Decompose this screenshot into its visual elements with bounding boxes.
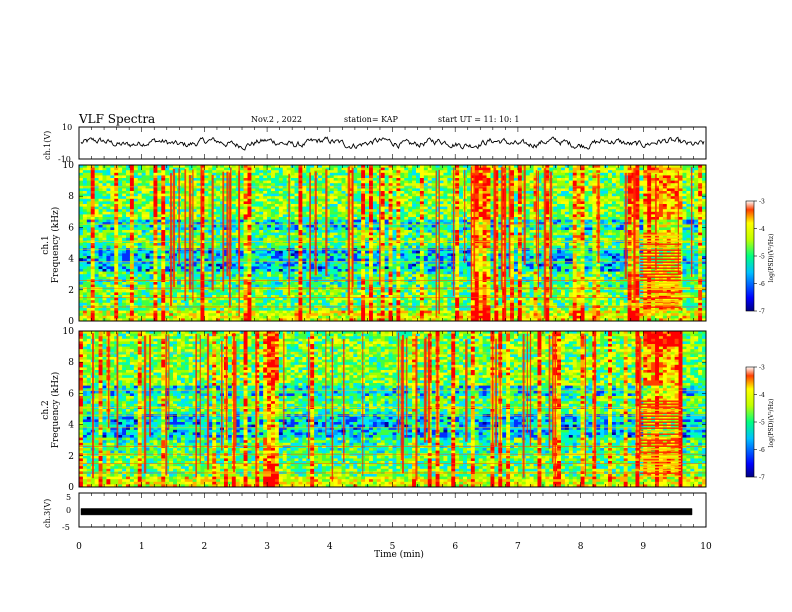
ch1-spec-ylabel-frequency: Frequency (kHz) (50, 207, 61, 284)
frequency-ytick-label: 8 (68, 358, 74, 368)
ch2-spec-ylabel-channel: ch.2 (41, 400, 51, 419)
colorbar-tick-label: -3 (759, 199, 765, 206)
colorbar-tick-label: -5 (759, 254, 765, 261)
time-xtick-label: 9 (640, 542, 646, 552)
ch3-waveform-band (80, 508, 693, 516)
ch1-waveform-line (80, 136, 705, 151)
time-xtick-label: 4 (327, 542, 333, 552)
frequency-ytick-label: 6 (68, 389, 74, 399)
frequency-ytick-label: 10 (63, 327, 75, 337)
colorbar-tick-label: -5 (759, 420, 765, 427)
ch1-ytick-minus10: -10 (58, 155, 71, 164)
frequency-ytick-label: 0 (68, 483, 74, 493)
ch3-ytick-5: 5 (66, 493, 71, 502)
start-time-label: start UT = 11: 10: 1 (438, 115, 519, 124)
time-xtick-label: 2 (202, 542, 208, 552)
frequency-ytick-label: 4 (68, 255, 74, 265)
time-axis-label: Time (min) (374, 549, 424, 560)
frequency-ytick-label: 10 (63, 161, 75, 171)
colorbar-tick-label: -6 (759, 447, 765, 454)
colorbar-tick-label: -7 (759, 475, 765, 482)
time-xtick-label: 0 (76, 542, 82, 552)
frequency-ytick-label: 4 (68, 421, 74, 431)
ch2-colorbar-label: log(PSD)(V²/Hz) (768, 399, 775, 448)
ch1-volt-axis-label: ch.1(V) (43, 131, 52, 160)
time-xtick-label: 7 (515, 542, 521, 552)
station-label: station= KAP (344, 115, 399, 124)
ch1-waveform-panel: 10 -10 ch.1(V) (43, 123, 707, 164)
time-xtick-label: 6 (452, 542, 458, 552)
time-xtick-label: 3 (264, 542, 270, 552)
colorbar-tick-label: -4 (759, 392, 765, 399)
colorbar-tick-label: -4 (759, 226, 765, 233)
ch1-colorbar: -3 -4 -5 -6 -7 log(PSD)(V²/Hz) (745, 199, 775, 316)
ch1-spectrogram-image (79, 165, 707, 322)
ch1-spectrogram-panel: 0 2 4 6 8 10 ch.1 Frequency (kHz) (41, 161, 707, 327)
frequency-ytick-label: 0 (68, 317, 74, 327)
frequency-ytick-label: 6 (68, 223, 74, 233)
ch1-colorbar-label: log(PSD)(V²/Hz) (768, 234, 775, 283)
ch2-spec-ylabel-frequency: Frequency (kHz) (50, 372, 61, 449)
time-xtick-label: 5 (390, 542, 396, 552)
colorbar-tick-label: -6 (759, 281, 765, 288)
ch2-spectrogram-panel: 0 2 4 6 8 10 ch.2 Frequency (kHz) (41, 327, 707, 493)
ch3-ytick-0: 0 (66, 506, 71, 515)
ch2-spectrogram-image (79, 331, 707, 488)
frequency-ytick-label: 2 (68, 452, 74, 462)
ch3-ytick-minus5: -5 (62, 523, 70, 532)
time-xtick-label: 1 (139, 542, 145, 552)
colorbar-tick-label: -7 (759, 309, 765, 316)
ch3-volt-axis-label: ch.3(V) (43, 499, 52, 528)
ch1-spec-ylabel-channel: ch.1 (41, 235, 51, 254)
ch2-colorbar: -3 -4 -5 -6 -7 log(PSD)(V²/Hz) (745, 365, 775, 482)
frequency-ytick-label: 2 (68, 286, 74, 296)
ch1-ytick-10: 10 (62, 123, 72, 132)
ch3-waveform-panel: 5 0 -5 ch.3(V) 0 1 2 3 4 5 6 7 8 9 10 Time (min) (43, 492, 712, 560)
time-xtick-label: 10 (700, 542, 712, 552)
time-xtick-label: 8 (578, 542, 584, 552)
figure-title: VLF Spectra (78, 112, 155, 126)
colorbar-tick-label: -3 (759, 365, 765, 372)
frequency-ytick-label: 8 (68, 192, 74, 202)
date-label: Nov.2 , 2022 (251, 115, 302, 124)
